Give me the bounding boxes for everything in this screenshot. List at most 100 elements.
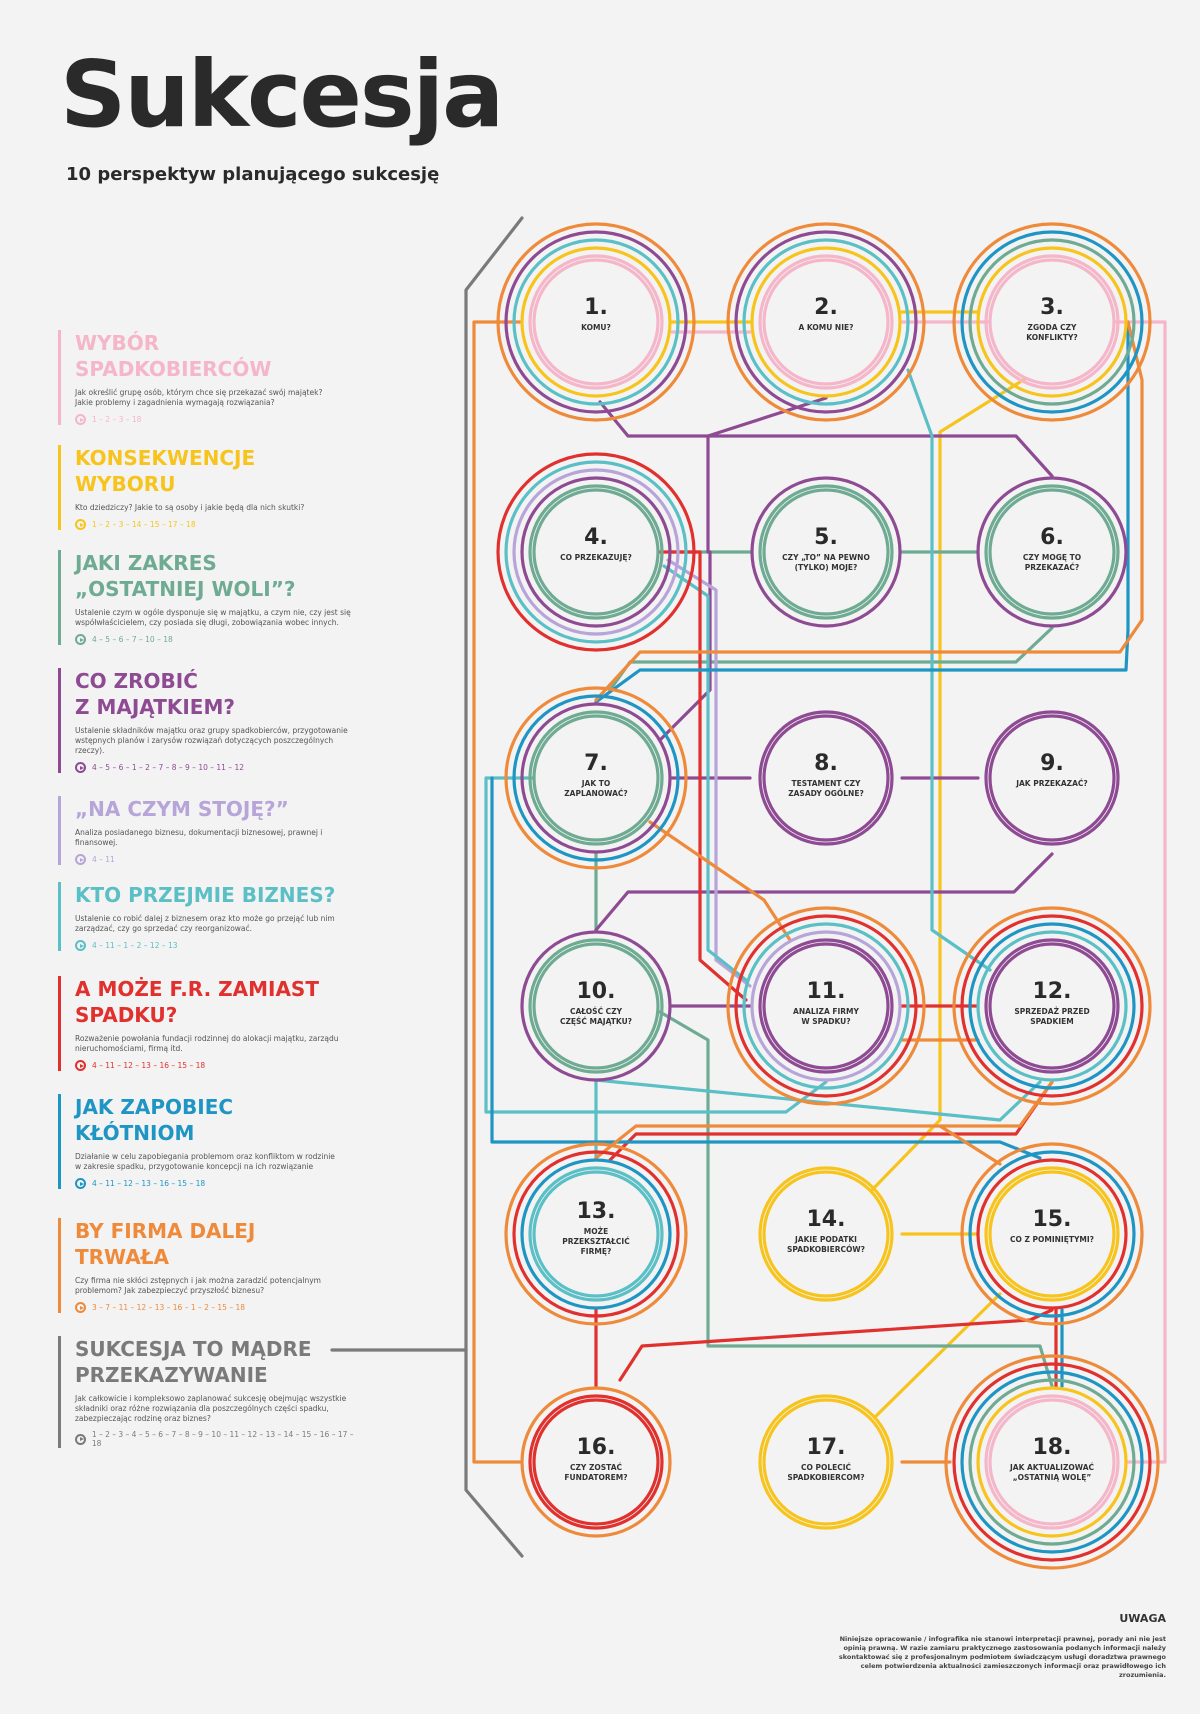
station-ring: [968, 922, 1136, 1090]
legend-item: JAKI ZAKRES „OSTATNIEJ WOLI”? Ustalenie c…: [58, 550, 358, 645]
station-ring: [758, 710, 894, 846]
legend-title: JAKI ZAKRES „OSTATNIEJ WOLI”?: [75, 551, 296, 601]
station-number: 17.: [807, 1435, 846, 1460]
legend-title: A MOŻE F.R. ZAMIAST SPADKU?: [75, 977, 319, 1027]
station-ring: [976, 1158, 1128, 1310]
route-line-cyan: [484, 776, 828, 1114]
station-number: 9.: [1040, 751, 1064, 776]
station-ring: [520, 1386, 672, 1538]
station-ring: [512, 1150, 680, 1318]
station-ring: [750, 930, 902, 1082]
play-icon: [75, 1060, 86, 1071]
station-ring: [976, 930, 1128, 1082]
station-ring: [960, 1142, 1144, 1326]
station-ring: [512, 694, 680, 862]
route-line-green: [608, 626, 1054, 692]
station-number: 14.: [807, 1207, 846, 1232]
station-6: [988, 488, 1116, 616]
station-ring: [984, 254, 1120, 390]
station-5: [762, 488, 890, 616]
legend-route-stations: 4 – 5 – 6 – 1 – 2 – 7 – 8 – 9 – 10 – 11 …: [92, 763, 244, 772]
legend-title: CO ZROBIĆ Z MAJĄTKIEM?: [75, 669, 235, 719]
station-ring: [520, 930, 672, 1082]
route-line-red: [608, 1080, 1054, 1162]
legend-description: Jak określić grupę osób, którym chce się…: [75, 388, 323, 407]
legend-description: Ustalenie czym w ogóle dysponuje się w m…: [75, 608, 351, 627]
legend-description: Analiza posiadanego biznesu, dokumentacj…: [75, 828, 323, 847]
legend-description: Ustalenie składników majątku oraz grupy …: [75, 726, 348, 755]
station-number: 16.: [577, 1435, 616, 1460]
station-label: KONFLIKTY?: [1026, 333, 1078, 342]
station-number: 11.: [807, 979, 846, 1004]
legend-title: JAK ZAPOBIEC KŁÓTNIOM: [75, 1095, 234, 1145]
legend-item: JAK ZAPOBIEC KŁÓTNIOM Działanie w celu za…: [58, 1094, 358, 1189]
play-icon: [75, 414, 86, 425]
station-number: 1.: [584, 295, 608, 320]
station-ring: [528, 1166, 664, 1302]
station-number: 12.: [1033, 979, 1072, 1004]
station-label: CO PRZEKAZUJĘ?: [560, 553, 632, 562]
station-label: CZY „TO” NA PEWNO: [782, 553, 870, 562]
station-ring: [952, 1362, 1152, 1562]
legend-route: 4 – 11 – 1 – 2 – 12 – 13: [75, 940, 358, 951]
station-ring: [984, 1394, 1120, 1530]
station-ring: [984, 484, 1120, 620]
station-label: FIRMĘ?: [581, 1247, 612, 1256]
legend-item: CO ZROBIĆ Z MAJĄTKIEM? Ustalenie składnik…: [58, 668, 358, 773]
legend-route-stations: 3 – 7 – 11 – 12 – 13 – 16 – 1 – 2 – 15 –…: [92, 1303, 246, 1312]
station-15: [988, 1170, 1116, 1298]
play-icon: [75, 940, 86, 951]
route-line-purple: [594, 852, 1054, 932]
legend-description: Rozważenie powołania fundacji rodzinnej …: [75, 1034, 339, 1053]
station-label: A KOMU NIE?: [799, 323, 854, 332]
station-label: CO Z POMINIĘTYMI?: [1010, 1235, 1094, 1244]
play-icon: [75, 1302, 86, 1313]
play-icon: [75, 634, 86, 645]
legend-description: Kto dziedziczy? Jakie to są osoby i jaki…: [75, 503, 305, 512]
legend-item: KONSEKWENCJE WYBORU Kto dziedziczy? Jakie…: [58, 445, 358, 530]
station-ring: [976, 1386, 1128, 1538]
legend-item: BY FIRMA DALEJ TRWAŁA Czy firma nie skłóc…: [58, 1218, 358, 1313]
legend-route: 4 – 5 – 6 – 7 – 10 – 18: [75, 634, 358, 645]
station-label: CZY ZOSTAĆ: [570, 1463, 623, 1472]
station-label: SPADKOBIERCÓW?: [787, 1245, 865, 1254]
route-line-orange: [938, 1124, 1002, 1166]
station-ring: [726, 906, 926, 1106]
station-ring: [968, 1378, 1136, 1546]
legend-title: „NA CZYM STOJĘ?”: [75, 797, 289, 821]
station-label: JAK AKTUALIZOWAĆ: [1009, 1463, 1095, 1472]
legend-title: BY FIRMA DALEJ TRWAŁA: [75, 1219, 256, 1269]
station-ring: [520, 1158, 672, 1310]
legend-description: Jak całkowicie i kompleksowo zaplanować …: [75, 1394, 347, 1423]
route-line-blue: [594, 320, 1130, 704]
station-ring: [496, 222, 696, 422]
station-ring: [520, 702, 672, 854]
legend-title: KTO PRZEJMIE BIZNES?: [75, 883, 336, 907]
station-ring: [984, 710, 1120, 846]
station-ring: [504, 686, 688, 870]
legend-route-stations: 4 – 5 – 6 – 7 – 10 – 18: [92, 635, 173, 644]
station-number: 15.: [1033, 1207, 1072, 1232]
legend-description: Działanie w celu zapobiegania problemom …: [75, 1152, 335, 1171]
station-12: [988, 942, 1116, 1070]
legend-route-stations: 4 – 11 – 12 – 13 – 16 – 15 – 18: [92, 1179, 206, 1188]
notice-title: UWAGA: [1119, 1612, 1166, 1625]
route-line-cyan: [906, 368, 992, 972]
station-number: 4.: [584, 525, 608, 550]
station-label: CO POLECIĆ: [801, 1463, 852, 1472]
station-ring: [944, 1354, 1160, 1570]
play-icon: [75, 854, 86, 865]
station-ring: [520, 476, 672, 628]
legend-route-stations: 4 – 11 – 1 – 2 – 12 – 13: [92, 941, 178, 950]
legend-item: KTO PRZEJMIE BIZNES? Ustalenie co robić d…: [58, 882, 358, 951]
legend-description: Ustalenie co robić dalej z biznesem oraz…: [75, 914, 335, 933]
station-number: 2.: [814, 295, 838, 320]
station-number: 7.: [584, 751, 608, 776]
legend-item: SUKCESJA TO MĄDRE PRZEKAZYWANIE Jak całko…: [58, 1336, 358, 1448]
station-label: ANALIZA FIRMY: [793, 1007, 859, 1016]
station-ring: [952, 222, 1152, 422]
station-label: JAKIE PODATKI: [794, 1235, 857, 1244]
route-line-orange: [594, 320, 1144, 702]
legend-route: 1 – 2 – 3 – 4 – 5 – 6 – 7 – 8 – 9 – 10 –…: [75, 1430, 358, 1448]
